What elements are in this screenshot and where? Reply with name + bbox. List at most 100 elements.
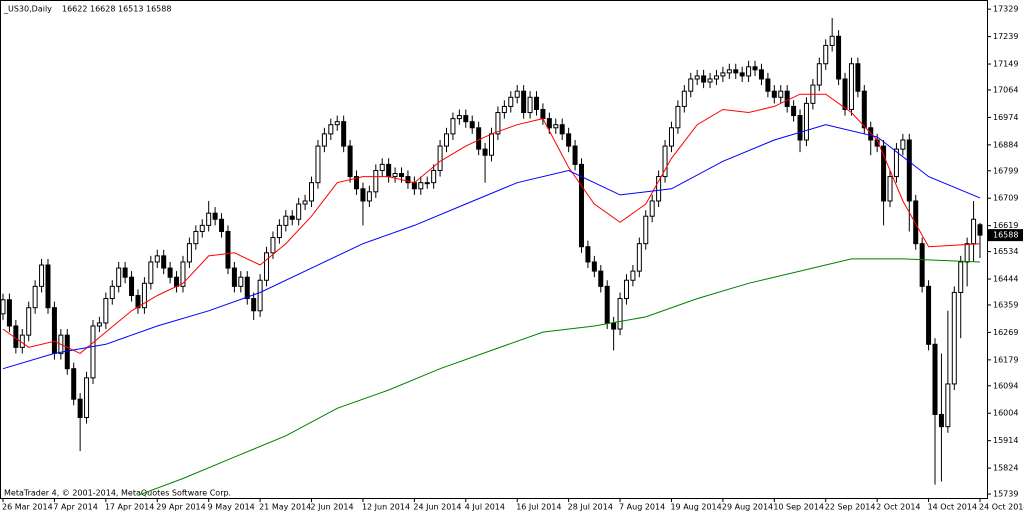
candle-body <box>971 218 977 245</box>
candle-body <box>887 176 893 202</box>
x-tick-label: 4 Jul 2014 <box>465 503 505 512</box>
candle-body <box>945 383 951 428</box>
candle-body <box>347 145 353 178</box>
candle-body <box>328 124 334 135</box>
candle-body <box>836 35 842 80</box>
candle-body <box>720 72 726 77</box>
candle-body <box>231 267 237 287</box>
candle-body <box>662 145 668 178</box>
candle-body <box>668 127 674 147</box>
candle-body <box>726 69 732 74</box>
candle-body <box>450 118 456 135</box>
candle-body <box>167 267 173 278</box>
candle-body <box>109 285 115 300</box>
candle-body <box>913 200 919 245</box>
plot-frame <box>0 0 988 499</box>
candle-body <box>643 215 649 245</box>
candle-body <box>630 270 636 281</box>
candle-body <box>244 276 250 300</box>
candle-body <box>186 243 192 263</box>
candle-body <box>758 69 764 80</box>
candle-body <box>656 176 662 202</box>
candle-body <box>103 298 109 324</box>
candle-body <box>803 102 809 141</box>
x-tick-label: 7 Aug 2014 <box>619 503 665 512</box>
candle-body <box>51 307 57 354</box>
candle-body <box>521 90 527 114</box>
candle-body <box>373 169 379 193</box>
candle-body <box>64 334 70 370</box>
candle-body <box>6 299 12 327</box>
candle-body <box>746 66 752 77</box>
candle-body <box>411 182 417 190</box>
candle-body <box>334 121 340 126</box>
candle-body <box>276 224 282 239</box>
candle-body <box>771 90 777 98</box>
candle-body <box>96 322 102 327</box>
candle-body <box>45 264 51 309</box>
candle-body <box>379 163 385 171</box>
candle-body <box>681 90 687 107</box>
candle-body <box>238 276 244 287</box>
candle-body <box>84 377 90 418</box>
moving-average <box>2 124 981 370</box>
candle-body <box>823 44 829 65</box>
candle-body <box>154 255 160 263</box>
candle-body <box>193 230 199 245</box>
candle-body <box>617 298 623 330</box>
x-tick-label: 21 May 2014 <box>259 503 311 512</box>
candle-body <box>566 133 572 147</box>
y-tick-label: 17329 <box>993 5 1018 14</box>
candle-body <box>251 298 257 312</box>
y-tick-label: 16709 <box>993 194 1018 203</box>
candle-body <box>225 230 231 269</box>
header-open: 16622 <box>62 5 87 14</box>
candle-body <box>932 343 938 415</box>
y-tick-label: 15739 <box>993 490 1018 499</box>
candle-body <box>392 173 398 178</box>
x-tick-label: 14 Oct 2014 <box>928 503 977 512</box>
moving-average <box>137 258 981 496</box>
candle-body <box>206 212 212 226</box>
y-tick-label: 17149 <box>993 60 1018 69</box>
y-tick-label: 16444 <box>993 275 1018 284</box>
candle-body <box>257 279 263 312</box>
candle-body <box>527 96 533 114</box>
candle-body <box>495 112 501 135</box>
candle-body <box>604 285 610 324</box>
moving-average <box>2 93 981 354</box>
candle-body <box>958 261 964 293</box>
x-tick-label: 10 Sep 2014 <box>773 503 824 512</box>
candle-body <box>546 118 552 129</box>
candle-body <box>39 264 45 287</box>
y-tick-label: 16359 <box>993 300 1018 309</box>
candle-body <box>309 182 315 202</box>
candle-body <box>0 299 6 315</box>
candle-body <box>893 148 899 178</box>
candle-body <box>489 133 494 156</box>
y-tick-label: 15824 <box>993 464 1018 473</box>
candle-body <box>289 215 295 220</box>
x-tick-label: 26 Mar 2014 <box>2 503 53 512</box>
candle-body <box>842 78 848 110</box>
header-low: 16513 <box>118 5 143 14</box>
candle-body <box>881 145 887 202</box>
candle-body <box>26 307 32 336</box>
candle-body <box>649 200 655 217</box>
candle-body <box>32 285 38 309</box>
candle-body <box>366 191 372 202</box>
candle-body <box>977 224 983 236</box>
candle-body <box>900 139 906 150</box>
candle-body <box>341 121 347 147</box>
candle-body <box>675 105 681 129</box>
chart-title: _US30,Daily <box>3 5 52 14</box>
candle-body <box>848 63 854 110</box>
candle-body <box>431 169 437 184</box>
candle-body <box>418 182 424 190</box>
candle-body <box>559 124 565 135</box>
candle-body <box>90 325 96 379</box>
header-close: 16588 <box>146 5 171 14</box>
x-tick-label: 17 Apr 2014 <box>105 503 154 512</box>
candle-body <box>174 276 180 287</box>
